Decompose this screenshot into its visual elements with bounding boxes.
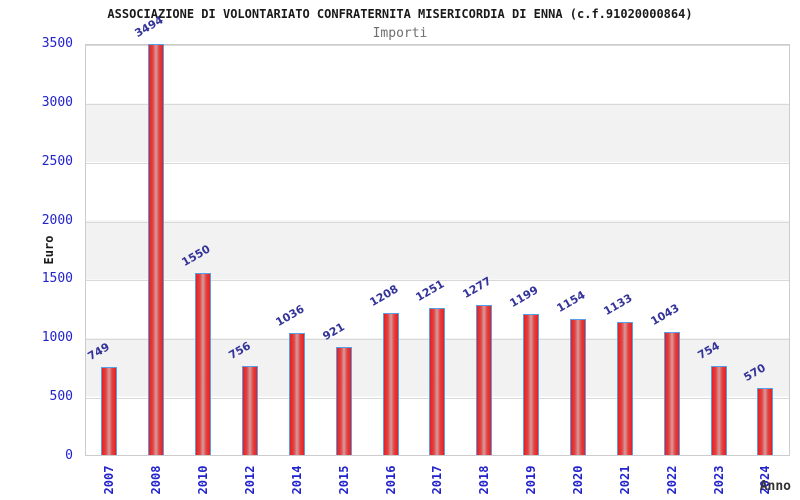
bar-value-label: 1133 <box>601 291 635 318</box>
bar-2019: 1199 2019 <box>508 283 541 494</box>
bar-2024: 570 2024 <box>742 361 774 494</box>
x-tick-label: 2007 <box>102 465 117 495</box>
chart-title: ASSOCIAZIONE DI VOLONTARIATO CONFRATERNI… <box>107 7 693 21</box>
bar-2015: 921 2015 <box>320 320 352 494</box>
y-axis-title: Euro <box>42 235 56 265</box>
y-tick-label: 1500 <box>41 271 73 287</box>
chart-subtitle: Importi <box>372 26 428 41</box>
x-tick-label: 2016 <box>383 465 398 495</box>
x-tick-label: 2019 <box>524 465 539 495</box>
gridline <box>86 221 789 223</box>
bar-2022: 1043 2022 <box>648 302 681 495</box>
x-tick-label: 2022 <box>664 465 679 495</box>
bar-value-label: 1251 <box>413 277 447 304</box>
bar-2017: 1251 2017 <box>414 277 447 494</box>
bar-value-label: 1154 <box>554 288 588 316</box>
bar-2020: 1154 2020 <box>555 289 588 495</box>
y-tick-label: 2000 <box>41 212 73 228</box>
y-tick-label: 3500 <box>41 36 73 51</box>
bar-2021: 1133 2021 <box>601 291 634 494</box>
bar-2016: 1208 2016 <box>367 282 400 494</box>
y-tick-label: 2500 <box>41 153 73 169</box>
y-axis-tick-labels: 0 500 1000 1500 2000 2500 3000 3500 <box>0 37 79 463</box>
bar-value-label: 1277 <box>460 274 494 301</box>
x-tick-label: 2015 <box>336 465 351 495</box>
bar-2007: 749 2007 <box>86 340 118 494</box>
bar-2008: 3494 2008 <box>133 13 166 494</box>
plot-area: 749 2007 3494 2008 1550 2010 756 2012 1036 2014 92… <box>85 13 790 495</box>
y-tick-label: 1000 <box>41 330 73 346</box>
gridline <box>86 280 789 282</box>
bar-value-label: 1199 <box>507 283 541 310</box>
bar-value-label: 754 <box>695 339 722 363</box>
x-tick-label: 2017 <box>430 465 445 495</box>
x-axis-title: Anno <box>759 479 791 494</box>
x-tick-label: 2014 <box>289 465 304 495</box>
gridline <box>86 45 789 46</box>
bar-value-label: 1550 <box>179 241 213 269</box>
y-tick-label: 500 <box>49 389 73 405</box>
bar-2018: 1277 2018 <box>461 274 494 494</box>
y-tick-label: 0 <box>65 448 73 463</box>
bar-value-label: 1208 <box>367 282 401 309</box>
gridline <box>86 162 789 164</box>
x-tick-label: 2020 <box>571 465 586 495</box>
gridline <box>86 103 789 105</box>
bar-value-label: 921 <box>320 319 347 343</box>
bar-value-label: 756 <box>226 339 253 363</box>
bar-2023: 754 2023 <box>695 340 727 494</box>
bar-2014: 1036 2014 <box>273 302 306 494</box>
bar-2010: 1550 2010 <box>180 242 213 494</box>
bar-value-label: 570 <box>741 361 769 384</box>
x-tick-label: 2023 <box>711 465 726 495</box>
bar-value-label: 1036 <box>273 302 307 330</box>
x-tick-label: 2012 <box>243 465 257 495</box>
bar-2012: 756 2012 <box>227 339 258 494</box>
x-tick-label: 2021 <box>617 465 632 495</box>
bar-value-label: 749 <box>85 340 113 363</box>
bars-layer: 749 2007 3494 2008 1550 2010 756 2012 1036 2014 92… <box>86 13 789 495</box>
x-tick-label: 2008 <box>149 465 164 495</box>
y-tick-label: 3000 <box>41 94 73 110</box>
x-tick-label: 2010 <box>196 465 211 495</box>
bar-value-label: 1043 <box>648 301 682 329</box>
x-tick-label: 2018 <box>477 465 492 495</box>
